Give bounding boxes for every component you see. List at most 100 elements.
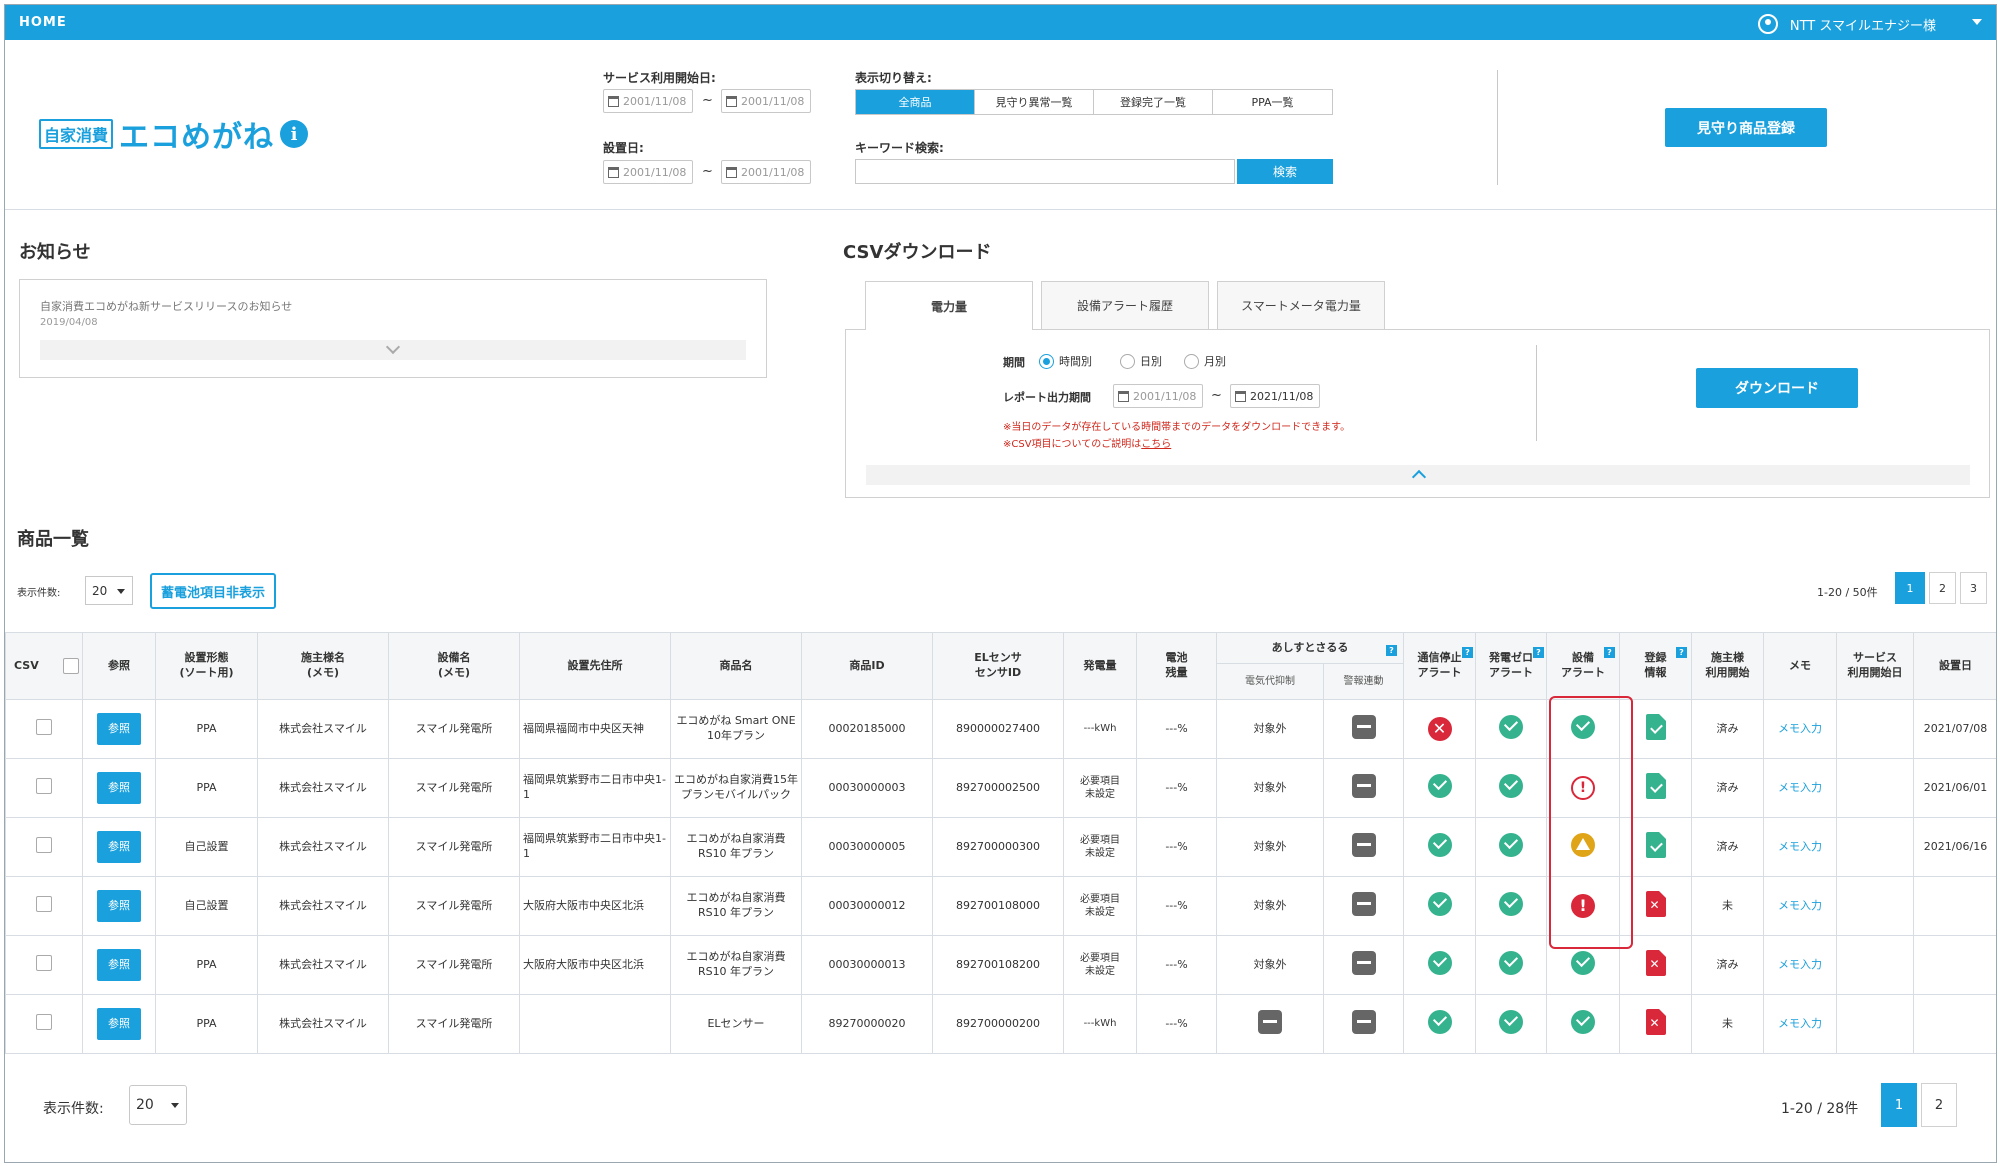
- registration-cell[interactable]: [1619, 758, 1692, 818]
- radio-monthly[interactable]: 月別: [1184, 353, 1226, 369]
- col-product-id[interactable]: 商品ID: [801, 632, 933, 700]
- row-checkbox[interactable]: [36, 895, 52, 912]
- help-icon[interactable]: ?: [1386, 645, 1397, 656]
- power-saving-cell: 対象外: [1216, 817, 1324, 877]
- memo-link[interactable]: メモ入力: [1778, 1016, 1822, 1030]
- memo-link[interactable]: メモ入力: [1778, 721, 1822, 735]
- col-generation[interactable]: 発電量: [1063, 632, 1137, 700]
- memo-link[interactable]: メモ入力: [1778, 780, 1822, 794]
- tab-registered[interactable]: 登録完了一覧: [1094, 90, 1213, 114]
- install-date-from[interactable]: 2001/11/08: [603, 160, 693, 184]
- col-battery[interactable]: 電池 残量: [1136, 632, 1217, 700]
- service-start-to[interactable]: 2001/11/08: [721, 89, 811, 113]
- memo-cell: メモ入力: [1763, 817, 1837, 877]
- help-icon[interactable]: ?: [1533, 647, 1544, 658]
- user-menu[interactable]: NTT スマイルエナジー様: [1757, 14, 1936, 34]
- owner-cell: 株式会社スマイル: [257, 994, 389, 1054]
- col-el-sensor[interactable]: ELセンサ センサID: [932, 632, 1064, 700]
- select-all-checkbox[interactable]: [62, 658, 79, 674]
- memo-link[interactable]: メモ入力: [1778, 957, 1822, 971]
- per-page-select-bottom[interactable]: 20: [129, 1085, 187, 1125]
- registration-cell[interactable]: [1619, 876, 1692, 936]
- news-item-title[interactable]: 自家消費エコめがね新サービスリリースのお知らせ: [40, 300, 293, 313]
- row-checkbox[interactable]: [36, 836, 52, 853]
- col-zero-alert[interactable]: 発電ゼロ アラート?: [1475, 632, 1547, 700]
- col-facility[interactable]: 設備名 (メモ): [388, 632, 520, 700]
- ref-button[interactable]: 参照: [97, 831, 141, 863]
- row-checkbox[interactable]: [36, 954, 52, 971]
- tab-ppa[interactable]: PPA一覧: [1251, 96, 1294, 109]
- service-start-from[interactable]: 2001/11/08: [603, 89, 693, 113]
- page-2[interactable]: 2: [1921, 1083, 1957, 1127]
- install-date-to[interactable]: 2001/11/08: [721, 160, 811, 184]
- address-cell: 福岡県筑紫野市二日市中央1-1: [519, 817, 671, 877]
- report-period-label: レポート出力期間: [1003, 391, 1091, 404]
- col-type[interactable]: 設置形態 (ソート用): [155, 632, 258, 700]
- col-equip-alert[interactable]: 設備 アラート?: [1546, 632, 1620, 700]
- col-registration[interactable]: 登録 情報?: [1619, 632, 1692, 700]
- ref-button[interactable]: 参照: [97, 949, 141, 981]
- report-from[interactable]: 2001/11/08: [1113, 384, 1203, 408]
- document-check-icon: [1645, 713, 1666, 740]
- registration-cell[interactable]: [1619, 935, 1692, 995]
- memo-cell: メモ入力: [1763, 758, 1837, 818]
- chevron-down-icon[interactable]: [1972, 19, 1982, 25]
- col-product[interactable]: 商品名: [670, 632, 802, 700]
- download-button[interactable]: ダウンロード: [1696, 368, 1858, 408]
- check-circle-icon: [1571, 714, 1595, 739]
- col-install-date[interactable]: 設置日: [1913, 632, 1996, 700]
- page-2[interactable]: 2: [1929, 572, 1956, 604]
- ref-button[interactable]: 参照: [97, 890, 141, 922]
- radio-hourly[interactable]: 時間別: [1039, 353, 1092, 369]
- radio-daily[interactable]: 日別: [1120, 353, 1162, 369]
- page-1[interactable]: 1: [1881, 1083, 1917, 1127]
- help-icon[interactable]: ?: [1462, 647, 1473, 658]
- csv-collapse-bar[interactable]: [866, 465, 1970, 485]
- ref-button[interactable]: 参照: [97, 1008, 141, 1040]
- help-icon[interactable]: ?: [1676, 647, 1687, 658]
- tab-smart-meter[interactable]: スマートメータ電力量: [1217, 281, 1385, 329]
- pagination-top: 1 2 3: [1895, 572, 1987, 604]
- product-cell: エコめがね自家消費 RS10 年プラン: [670, 876, 802, 936]
- col-owner-start[interactable]: 施主様 利用開始: [1691, 632, 1764, 700]
- search-button[interactable]: 検索: [1237, 159, 1333, 184]
- per-page-label: 表示件数:: [17, 588, 61, 599]
- ref-button[interactable]: 参照: [97, 713, 141, 745]
- registration-cell[interactable]: [1619, 994, 1692, 1054]
- app-window: HOME NTT スマイルエナジー様 自家消費 エコめがね i サービス利用開始…: [4, 4, 1997, 1163]
- product-id-cell: 00030000012: [801, 876, 933, 936]
- page-3[interactable]: 3: [1960, 572, 1987, 604]
- tab-all-products[interactable]: 全商品: [856, 90, 975, 114]
- page-1[interactable]: 1: [1895, 572, 1925, 604]
- tab-equipment-alert-history[interactable]: 設備アラート履歴: [1041, 281, 1209, 329]
- tab-watch-errors[interactable]: 見守り異常一覧: [975, 90, 1094, 114]
- minus-square-icon: [1351, 891, 1376, 916]
- home-link[interactable]: HOME: [19, 15, 67, 30]
- col-memo: メモ: [1763, 632, 1837, 700]
- col-comm-alert[interactable]: 通信停止 アラート?: [1403, 632, 1476, 700]
- col-address[interactable]: 設置先住所: [519, 632, 671, 700]
- memo-link[interactable]: メモ入力: [1778, 839, 1822, 853]
- col-owner[interactable]: 施主様名 (メモ): [257, 632, 389, 700]
- clock-alert-icon: !: [1571, 776, 1595, 800]
- registration-cell[interactable]: [1619, 817, 1692, 877]
- register-watch-button[interactable]: 見守り商品登録: [1665, 108, 1827, 147]
- keyword-input[interactable]: [855, 159, 1235, 184]
- col-service-start[interactable]: サービス 利用開始日: [1836, 632, 1914, 700]
- per-page-select[interactable]: 20: [85, 576, 133, 605]
- row-checkbox[interactable]: [36, 1013, 52, 1030]
- memo-link[interactable]: メモ入力: [1778, 898, 1822, 912]
- help-icon[interactable]: ?: [1604, 647, 1615, 658]
- ref-button[interactable]: 参照: [97, 772, 141, 804]
- csv-help-link[interactable]: こちら: [1141, 439, 1172, 450]
- product-id-cell: 00030000005: [801, 817, 933, 877]
- logo-name: エコめがね: [119, 120, 275, 155]
- info-icon[interactable]: i: [280, 120, 309, 148]
- row-checkbox[interactable]: [36, 777, 52, 794]
- report-to[interactable]: 2021/11/08: [1230, 384, 1320, 408]
- row-checkbox[interactable]: [36, 718, 52, 735]
- registration-cell[interactable]: [1619, 699, 1692, 759]
- battery-toggle-button[interactable]: 蓄電池項目非表示: [150, 573, 276, 609]
- tab-power[interactable]: 電力量: [865, 281, 1033, 330]
- news-expand-bar[interactable]: [40, 339, 746, 360]
